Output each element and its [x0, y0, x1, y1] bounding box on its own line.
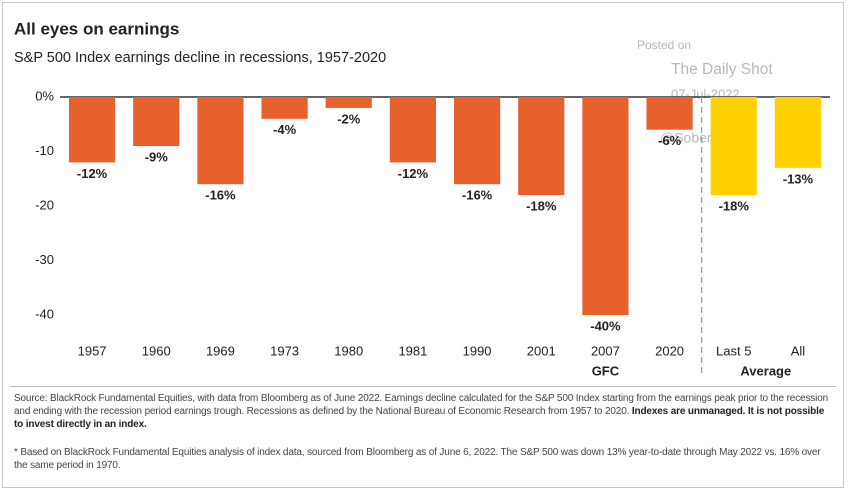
x-tick-label: 1990: [463, 343, 492, 358]
x-tick-label: 2020: [655, 343, 684, 358]
value-label: -18%: [719, 199, 750, 214]
source-note: Source: BlackRock Fundamental Equities, …: [14, 392, 829, 431]
y-tick-label: -30: [35, 252, 54, 267]
bar: [582, 97, 629, 315]
value-label: -16%: [205, 188, 236, 203]
group-label: Average: [740, 363, 791, 378]
x-tick-label: 1969: [206, 343, 235, 358]
value-label: -18%: [526, 199, 557, 214]
source-text: Source: BlackRock Fundamental Equities, …: [14, 393, 829, 417]
y-tick-label: 0%: [35, 88, 54, 103]
x-tick-label: 1973: [270, 343, 299, 358]
value-label: -12%: [77, 166, 108, 181]
x-tick-label: Last 5: [716, 343, 751, 358]
value-label: -9%: [145, 149, 169, 164]
chart-title: All eyes on earnings: [14, 19, 179, 38]
footnote: * Based on BlackRock Fundamental Equitie…: [14, 447, 821, 471]
x-tick-label: 1980: [334, 343, 363, 358]
x-tick-label: 1957: [78, 343, 107, 358]
group-label: GFC: [592, 363, 620, 378]
x-tick-label: 1981: [398, 343, 427, 358]
value-label: -13%: [783, 171, 814, 186]
value-label: -16%: [462, 188, 493, 203]
y-tick-label: -10: [35, 143, 54, 158]
bar: [325, 97, 372, 108]
y-tick-label: -40: [35, 306, 54, 321]
value-label: -4%: [273, 122, 297, 137]
value-label: -6%: [658, 133, 682, 148]
bar: [261, 97, 308, 119]
x-tick-label: 2001: [527, 343, 556, 358]
separator: [10, 386, 836, 387]
bar: [710, 97, 757, 196]
value-label: -2%: [337, 111, 361, 126]
watermark: Posted on: [637, 38, 691, 52]
bar: [133, 97, 180, 147]
bar: [646, 97, 693, 130]
y-tick-label: -20: [35, 197, 54, 212]
x-tick-label: 2007: [591, 343, 620, 358]
bar: [774, 97, 822, 168]
bar: [518, 97, 565, 196]
value-label: -12%: [398, 166, 429, 181]
value-label: -40%: [590, 318, 621, 333]
chart-subtitle: S&P 500 Index earnings decline in recess…: [14, 50, 386, 66]
watermark: The Daily Shot: [671, 61, 773, 78]
source-bold: Indexes are unmanaged. It is not possibl…: [14, 406, 825, 430]
bar: [453, 97, 501, 185]
x-tick-label: 1960: [142, 343, 171, 358]
chart: All eyes on earnings S&P 500 Index earni…: [14, 19, 830, 378]
bar: [389, 97, 437, 163]
bar: [197, 97, 244, 185]
bar: [68, 97, 116, 163]
x-tick-label: All: [791, 343, 806, 358]
